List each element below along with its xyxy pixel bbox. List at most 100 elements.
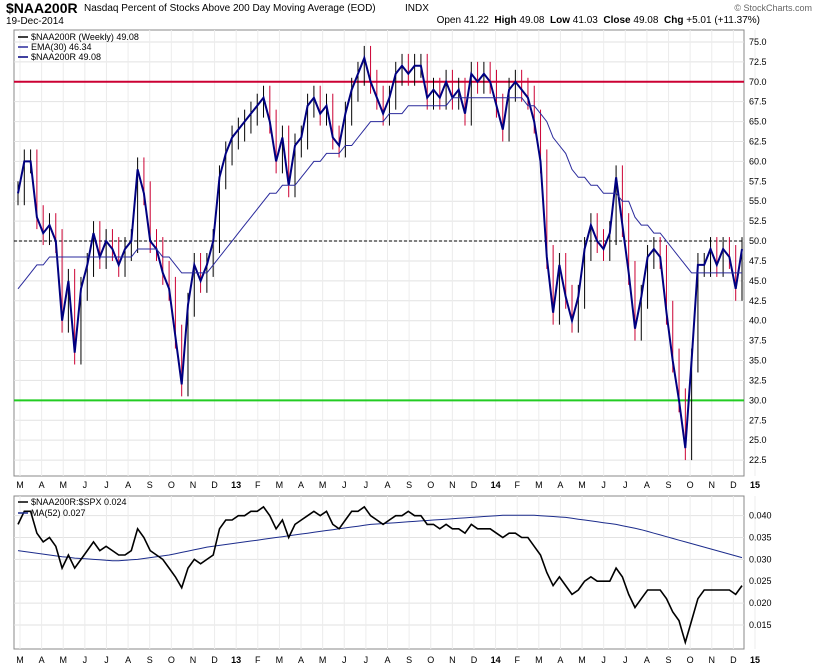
bottom-month-label: A [644, 655, 650, 665]
top-month-label: O [168, 480, 175, 490]
top-month-label: O [427, 480, 434, 490]
ratio-panel-frame [13, 495, 745, 650]
main-y-tick-label: 52.5 [749, 216, 767, 226]
bottom-month-label: F [514, 655, 520, 665]
bottom-month-label: S [147, 655, 153, 665]
open-label: Open [436, 15, 462, 26]
main-y-tick-label: 75.0 [749, 37, 767, 47]
top-month-label: A [298, 480, 304, 490]
bottom-month-label: M [59, 655, 67, 665]
bottom-month-label: 15 [750, 655, 760, 665]
top-month-label: J [83, 480, 88, 490]
bottom-month-label: N [190, 655, 197, 665]
bottom-month-label: J [83, 655, 88, 665]
ratio-legend-entry: $NAA200R:$SPX 0.024 [31, 497, 127, 507]
ma52-line [17, 514, 743, 562]
attribution: © StockCharts.com [734, 3, 812, 13]
top-month-label: A [384, 480, 390, 490]
top-month-label: M [319, 480, 327, 490]
main-y-tick-label: 50.0 [749, 236, 767, 246]
bottom-month-label: J [342, 655, 347, 665]
top-month-label: A [39, 480, 45, 490]
main-y-tick-label: 60.0 [749, 156, 767, 166]
ratio-line [17, 505, 743, 646]
ratio-y-tick-label: 0.035 [749, 533, 772, 543]
main-y-tick-label: 62.5 [749, 137, 767, 147]
ratio-y-tick-label: 0.015 [749, 620, 772, 630]
x-tick-labels: M M A A M M J J J J A A S S O O N N D D 13 13 F F M M A A M M J J J J A A S S… [16, 480, 760, 665]
low-value: 41.03 [572, 15, 598, 26]
bottom-month-label: A [125, 655, 131, 665]
main-y-tick-label: 27.5 [749, 415, 767, 425]
chg-label: Chg [664, 15, 684, 26]
bottom-month-label: 13 [231, 655, 241, 665]
bottom-month-label: M [276, 655, 284, 665]
ratio-series [17, 505, 743, 646]
top-month-label: M [535, 480, 543, 490]
bottom-month-label: J [104, 655, 109, 665]
bottom-month-label: M [578, 655, 586, 665]
top-month-label: J [104, 480, 109, 490]
top-month-label: O [687, 480, 694, 490]
main-legend-entry: $NAA200R (Weekly) 49.08 [31, 32, 139, 42]
top-month-label: A [644, 480, 650, 490]
main-y-tick-label: 67.5 [749, 97, 767, 107]
main-y-tick-label: 25.0 [749, 435, 767, 445]
main-y-tick-label: 57.5 [749, 176, 767, 186]
bottom-month-label: N [449, 655, 456, 665]
top-month-label: 15 [750, 480, 760, 490]
top-month-label: S [666, 480, 672, 490]
top-month-label: N [709, 480, 716, 490]
main-legend-entry: EMA(30) 46.34 [31, 42, 92, 52]
reference-lines [14, 80, 744, 402]
ratio-legend-entry: MA(52) 0.027 [31, 508, 86, 518]
bottom-month-label: M [16, 655, 24, 665]
main-series [17, 45, 743, 461]
bottom-month-label: A [384, 655, 390, 665]
ema30-line [17, 97, 742, 290]
top-month-label: 13 [231, 480, 241, 490]
main-y-tick-label: 55.0 [749, 196, 767, 206]
close-value: 49.08 [633, 15, 659, 26]
open-value: 41.22 [463, 15, 489, 26]
chart-symbol: $NAA200R [6, 0, 78, 16]
main-legend-entry: $NAA200R 49.08 [31, 52, 101, 62]
bottom-month-label: D [730, 655, 737, 665]
main-y-tick-label: 35.0 [749, 356, 767, 366]
top-month-label: D [471, 480, 478, 490]
ratio-y-tick-label: 0.020 [749, 598, 772, 608]
chart-description: Nasdaq Percent of Stocks Above 200 Day M… [84, 3, 376, 14]
bottom-month-label: N [709, 655, 716, 665]
top-month-label: M [276, 480, 284, 490]
top-month-label: S [406, 480, 412, 490]
main-y-tick-label: 45.0 [749, 276, 767, 286]
bottom-month-label: F [255, 655, 261, 665]
bottom-month-label: M [535, 655, 543, 665]
top-month-label: N [190, 480, 197, 490]
top-month-label: F [514, 480, 520, 490]
high-value: 49.08 [519, 15, 545, 26]
bottom-month-label: A [557, 655, 563, 665]
top-month-label: D [211, 480, 218, 490]
top-month-label: J [342, 480, 347, 490]
main-y-tick-label: 47.5 [749, 256, 767, 266]
bottom-month-label: J [601, 655, 606, 665]
main-y-tick-label: 37.5 [749, 336, 767, 346]
bottom-month-label: S [406, 655, 412, 665]
exchange-label: INDX [405, 3, 429, 14]
main-y-tick-label: 22.5 [749, 455, 767, 465]
top-month-label: J [601, 480, 606, 490]
top-month-label: 14 [491, 480, 501, 490]
main-y-tick-label: 40.0 [749, 316, 767, 326]
top-month-label: A [125, 480, 131, 490]
main-y-tick-label: 65.0 [749, 117, 767, 127]
bottom-month-label: M [319, 655, 327, 665]
low-label: Low [550, 15, 571, 26]
chg-value: +5.01 (+11.37%) [686, 15, 760, 26]
top-month-label: D [730, 480, 737, 490]
ratio-y-tick-label: 0.025 [749, 576, 772, 586]
high-label: High [494, 15, 517, 26]
bottom-month-label: J [623, 655, 628, 665]
